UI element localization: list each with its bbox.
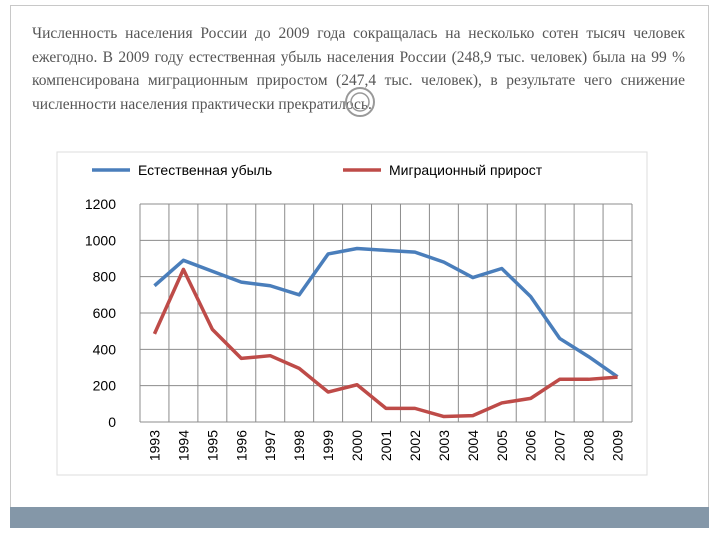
legend-label: Миграционный прирост — [389, 162, 543, 178]
x-tick-label: 1999 — [320, 430, 336, 461]
y-tick-label: 0 — [108, 414, 116, 430]
x-tick-label: 1998 — [291, 430, 307, 461]
y-tick-label: 200 — [93, 378, 117, 394]
paragraph: Численность населения России до 2009 год… — [32, 25, 685, 113]
series-line — [153, 246, 619, 379]
y-tick-label: 1200 — [85, 196, 116, 212]
y-tick-label: 600 — [93, 305, 117, 321]
decoration-circle — [345, 87, 375, 117]
x-tick-label: 1993 — [146, 430, 162, 461]
x-tick-label: 2002 — [407, 430, 423, 461]
x-tick-label: 2009 — [610, 430, 626, 461]
x-tick-label: 2001 — [378, 430, 394, 461]
x-tick-label: 2007 — [552, 430, 568, 461]
x-tick-label: 2006 — [523, 430, 539, 461]
x-tick-label: 2000 — [349, 430, 365, 461]
x-tick-label: 2005 — [494, 430, 510, 461]
x-tick-label: 2004 — [465, 430, 481, 461]
legend-label: Естественная убыль — [138, 162, 272, 178]
x-tick-label: 1995 — [204, 430, 220, 461]
x-tick-label: 1997 — [262, 430, 278, 461]
x-tick-label: 2003 — [436, 430, 452, 461]
x-tick-label: 1996 — [233, 430, 249, 461]
footer-bar — [10, 507, 709, 528]
decoration-circle — [350, 92, 370, 112]
series-line — [152, 267, 618, 419]
y-tick-label: 800 — [93, 269, 117, 285]
y-tick-label: 1000 — [85, 232, 116, 248]
y-tick-label: 400 — [93, 341, 117, 357]
x-tick-label: 2008 — [581, 430, 597, 461]
x-tick-label: 1994 — [175, 430, 191, 461]
